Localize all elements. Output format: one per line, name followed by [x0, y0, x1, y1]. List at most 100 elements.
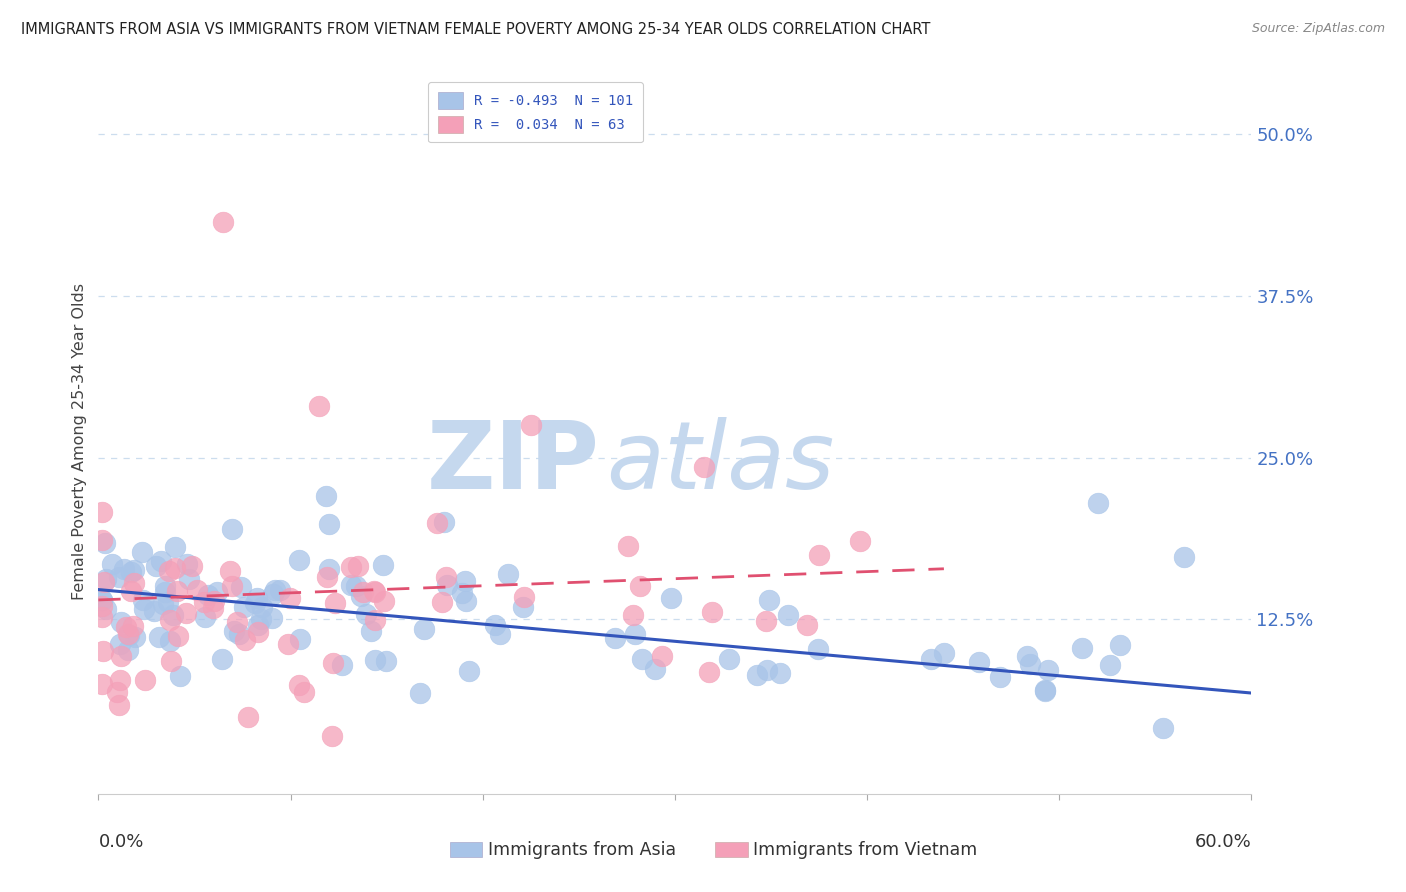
Point [808, 548, 831, 562]
Point [166, 584, 188, 599]
Point [426, 516, 449, 531]
Point [181, 558, 204, 573]
Point [262, 611, 284, 625]
Point [1036, 663, 1059, 677]
Point [202, 600, 225, 615]
Point [124, 630, 146, 644]
Point [745, 668, 768, 682]
Point [322, 656, 344, 670]
Point [149, 554, 172, 568]
Point [159, 613, 181, 627]
Point [360, 624, 382, 639]
Point [122, 563, 145, 577]
Point [350, 589, 373, 603]
Point [101, 557, 124, 571]
Point [219, 564, 242, 578]
Point [318, 517, 340, 532]
Point [246, 618, 269, 632]
Point [1071, 641, 1094, 656]
Point [433, 516, 456, 530]
Point [229, 580, 252, 594]
Point [221, 523, 243, 537]
Point [167, 629, 190, 643]
Point [120, 583, 142, 598]
Point [249, 612, 271, 626]
Point [1173, 550, 1195, 565]
Point [233, 633, 256, 648]
Point [375, 654, 398, 668]
Point [450, 586, 472, 600]
Point [246, 591, 269, 605]
Point [363, 583, 385, 598]
Point [262, 587, 284, 601]
Point [110, 637, 132, 651]
Point [94, 602, 117, 616]
Point [693, 459, 716, 474]
Point [364, 585, 387, 599]
Point [252, 600, 274, 615]
Point [228, 627, 250, 641]
Point [616, 539, 638, 553]
Point [176, 557, 198, 571]
Point [108, 570, 131, 584]
Point [194, 610, 217, 624]
Point [118, 628, 141, 642]
Point [120, 566, 142, 580]
Point [496, 567, 519, 582]
Point [225, 615, 247, 629]
Point [148, 631, 170, 645]
Point [330, 657, 353, 672]
Point [134, 601, 156, 615]
Point [1015, 649, 1038, 664]
Point [91, 505, 114, 519]
Point [344, 579, 367, 593]
Point [142, 604, 165, 618]
Point [193, 595, 215, 609]
Text: 60.0%: 60.0% [1195, 832, 1251, 851]
FancyBboxPatch shape [716, 842, 748, 857]
Point [513, 590, 536, 604]
Point [323, 596, 346, 610]
Point [292, 685, 315, 699]
Point [321, 729, 343, 743]
Point [124, 575, 146, 590]
Point [364, 613, 387, 627]
Point [988, 670, 1011, 684]
Point [484, 618, 506, 632]
Text: 0.0%: 0.0% [98, 832, 143, 851]
Point [315, 490, 337, 504]
Point [621, 607, 644, 622]
Point [659, 591, 682, 605]
Point [145, 559, 167, 574]
Point [373, 594, 395, 608]
Point [512, 600, 534, 615]
Point [754, 614, 776, 628]
Point [605, 631, 627, 645]
Point [186, 583, 208, 598]
Point [236, 710, 259, 724]
Point [280, 591, 302, 605]
Point [117, 642, 139, 657]
Point [114, 620, 136, 634]
Point [91, 592, 114, 607]
Point [1087, 496, 1109, 510]
Point [105, 685, 128, 699]
Point [758, 593, 780, 607]
Point [132, 592, 155, 607]
Point [110, 673, 132, 688]
Point [413, 622, 436, 636]
Point [340, 578, 363, 592]
Point [91, 609, 114, 624]
Point [222, 624, 245, 638]
Point [212, 215, 235, 229]
Point [796, 618, 818, 632]
Point [1099, 658, 1122, 673]
Point [756, 663, 779, 677]
Point [159, 634, 181, 648]
Point [967, 655, 990, 669]
Point [364, 653, 387, 667]
Point [263, 582, 285, 597]
Point [232, 600, 254, 615]
Point [318, 562, 340, 576]
Point [488, 627, 510, 641]
